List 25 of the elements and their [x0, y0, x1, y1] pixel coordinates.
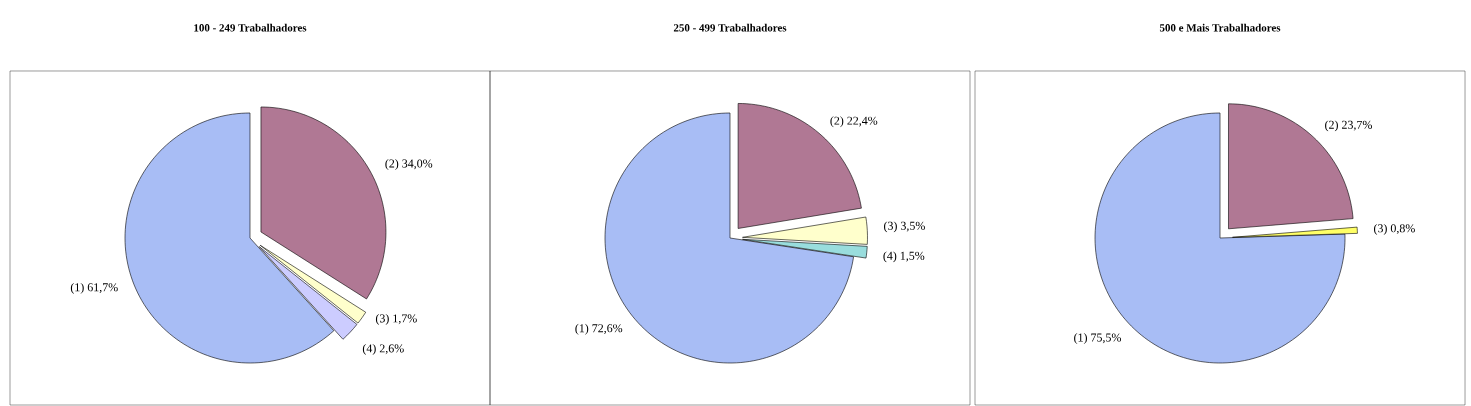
- slice-label: (4): [362, 344, 376, 355]
- data-label: 75,5%: [1091, 333, 1121, 344]
- slice-label: (3): [884, 221, 897, 233]
- slice-label: (2): [830, 116, 844, 128]
- data-label: 0,8%: [1390, 224, 1415, 235]
- chart-title: 500 e Mais Trabalhadores: [1159, 23, 1281, 32]
- data-label: 34,0%: [402, 159, 433, 170]
- slice-label: (2): [1325, 120, 1338, 132]
- data-label: 2,6%: [379, 344, 404, 355]
- slice-label: (3): [1374, 223, 1387, 235]
- data-label: 61,7%: [87, 283, 118, 294]
- slice-label: (1): [575, 323, 589, 335]
- slice-label: (4): [883, 251, 897, 263]
- chart-title: 250 - 499 Trabalhadores: [673, 23, 787, 32]
- chart-title: 100 - 249 Trabalhadores: [194, 23, 307, 32]
- slice-label: (3): [375, 314, 389, 325]
- data-label: 23,7%: [1342, 120, 1372, 131]
- data-label: 1,7%: [393, 314, 417, 325]
- data-label: 22,4%: [847, 116, 878, 127]
- data-label: 1,5%: [900, 251, 925, 262]
- slice-label: (1): [1074, 333, 1087, 344]
- slice-label: (2): [385, 159, 399, 170]
- data-label: 3,5%: [901, 221, 925, 232]
- slice-label: (1): [70, 282, 84, 294]
- data-label: 72,6%: [592, 324, 623, 334]
